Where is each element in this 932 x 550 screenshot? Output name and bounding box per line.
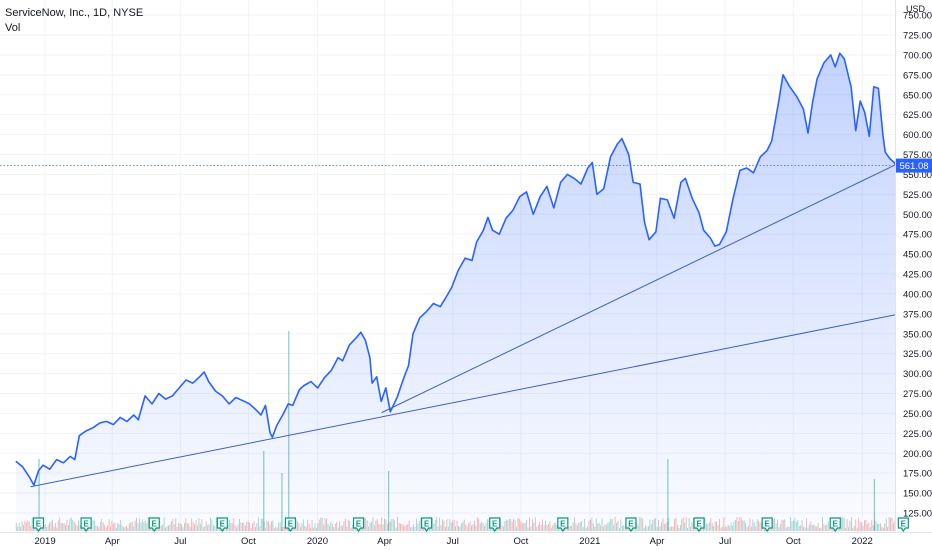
volume-bar xyxy=(896,518,897,531)
time-tick-label: Oct xyxy=(513,536,528,547)
price-tick-label: 750.00 xyxy=(903,11,932,22)
earnings-e-icon[interactable]: E xyxy=(421,517,433,533)
earnings-e-icon[interactable]: E xyxy=(897,517,909,533)
price-tick-label: 475.00 xyxy=(903,230,932,241)
price-tick-label: 425.00 xyxy=(903,270,932,281)
earnings-e-icon[interactable]: E xyxy=(761,517,773,533)
svg-text:E: E xyxy=(560,520,566,529)
price-axis[interactable]: 125.00 150.00 175.00 200.00 225.00 250.00 275.… xyxy=(903,4,932,520)
price-tick-label: 125.00 xyxy=(903,509,932,520)
volume-bar xyxy=(909,521,910,531)
price-area-fill xyxy=(15,53,895,532)
price-tick-label: 325.00 xyxy=(903,349,932,360)
price-tick-label: 375.00 xyxy=(903,309,932,320)
volume-bar xyxy=(912,519,913,531)
volume-spike xyxy=(897,485,898,531)
price-tick-label: 225.00 xyxy=(903,429,932,440)
svg-text:E: E xyxy=(901,520,907,529)
price-area xyxy=(15,52,895,532)
earnings-e-icon[interactable]: E xyxy=(32,517,45,533)
time-tick-label: 2022 xyxy=(852,536,873,547)
time-tick-label: Jul xyxy=(174,536,186,547)
time-tick-label: Jul xyxy=(447,536,459,547)
svg-text:E: E xyxy=(764,520,770,529)
current-price-marker: 561.08 xyxy=(0,158,932,173)
price-tick-label: 525.00 xyxy=(903,190,932,201)
volume-bar xyxy=(916,519,917,531)
price-tick-label: 700.00 xyxy=(903,50,932,61)
current-price-label: 561.08 xyxy=(899,161,928,172)
svg-text:E: E xyxy=(288,520,294,529)
price-tick-label: 450.00 xyxy=(903,250,932,261)
earnings-e-icon[interactable]: E xyxy=(693,517,705,533)
svg-text:E: E xyxy=(83,520,89,529)
chart-legend: ServiceNow, Inc., 1D, NYSE Vol xyxy=(5,6,143,36)
price-tick-label: 600.00 xyxy=(903,130,932,141)
earnings-e-icon[interactable]: E xyxy=(829,517,841,533)
svg-text:E: E xyxy=(424,520,430,529)
time-tick-label: 2020 xyxy=(307,536,328,547)
price-tick-label: 200.00 xyxy=(903,449,932,460)
price-tick-label: 725.00 xyxy=(903,31,932,42)
time-tick-label: Oct xyxy=(241,536,256,547)
earnings-e-icon[interactable]: E xyxy=(148,517,160,533)
price-tick-label: 575.00 xyxy=(903,150,932,161)
price-tick-label: 400.00 xyxy=(903,289,932,300)
svg-text:E: E xyxy=(152,520,158,529)
time-tick-label: 2021 xyxy=(579,536,600,547)
svg-text:E: E xyxy=(220,520,226,529)
svg-text:E: E xyxy=(492,520,498,529)
earnings-e-icon[interactable]: E xyxy=(489,517,501,533)
price-tick-label: 500.00 xyxy=(903,210,932,221)
earnings-e-icon[interactable]: E xyxy=(625,517,637,533)
symbol-title[interactable]: ServiceNow, Inc., 1D, NYSE xyxy=(5,7,144,19)
price-tick-label: 625.00 xyxy=(903,110,932,121)
svg-text:E: E xyxy=(36,520,42,529)
current-price-label-bg xyxy=(896,158,932,173)
earnings-e-icon[interactable]: E xyxy=(352,517,365,533)
trendlines xyxy=(30,149,929,488)
price-line xyxy=(15,52,895,486)
volume-bar xyxy=(910,521,911,531)
price-tick-label: 350.00 xyxy=(903,329,932,340)
volume-indicator-label[interactable]: Vol xyxy=(5,22,21,34)
svg-text:E: E xyxy=(696,520,702,529)
svg-text:E: E xyxy=(356,520,362,529)
price-tick-label: 175.00 xyxy=(903,469,932,480)
time-tick-label: Apr xyxy=(650,536,665,547)
time-tick-label: Apr xyxy=(377,536,392,547)
price-tick-label: 650.00 xyxy=(903,90,932,101)
price-tick-label: 250.00 xyxy=(903,409,932,420)
currency-label[interactable]: USD xyxy=(906,4,926,14)
price-tick-label: 300.00 xyxy=(903,369,932,380)
time-tick-label: Oct xyxy=(786,536,801,547)
earnings-e-icon[interactable]: E xyxy=(557,517,569,533)
earnings-e-icon[interactable]: E xyxy=(284,517,297,533)
earnings-e-icon[interactable]: E xyxy=(216,517,228,533)
volume-bar xyxy=(913,524,914,531)
svg-text:E: E xyxy=(628,520,634,529)
price-tick-label: 675.00 xyxy=(903,70,932,81)
time-tick-label: Apr xyxy=(105,536,120,547)
trendline[interactable] xyxy=(381,149,929,414)
price-tick-label: 150.00 xyxy=(903,489,932,500)
time-axis[interactable]: 2019 Apr Jul Oct 2020 Apr Jul Oct 2021 Apr Jul Oct 2… xyxy=(34,536,872,547)
svg-text:E: E xyxy=(833,520,839,529)
earnings-e-icon[interactable]: E xyxy=(80,517,92,533)
time-tick-label: 2019 xyxy=(34,536,55,547)
time-tick-label: Jul xyxy=(719,536,731,547)
volume-bar xyxy=(915,523,916,531)
trendline[interactable] xyxy=(30,308,929,488)
price-tick-label: 275.00 xyxy=(903,389,932,400)
price-tick-label: 550.00 xyxy=(903,170,932,181)
